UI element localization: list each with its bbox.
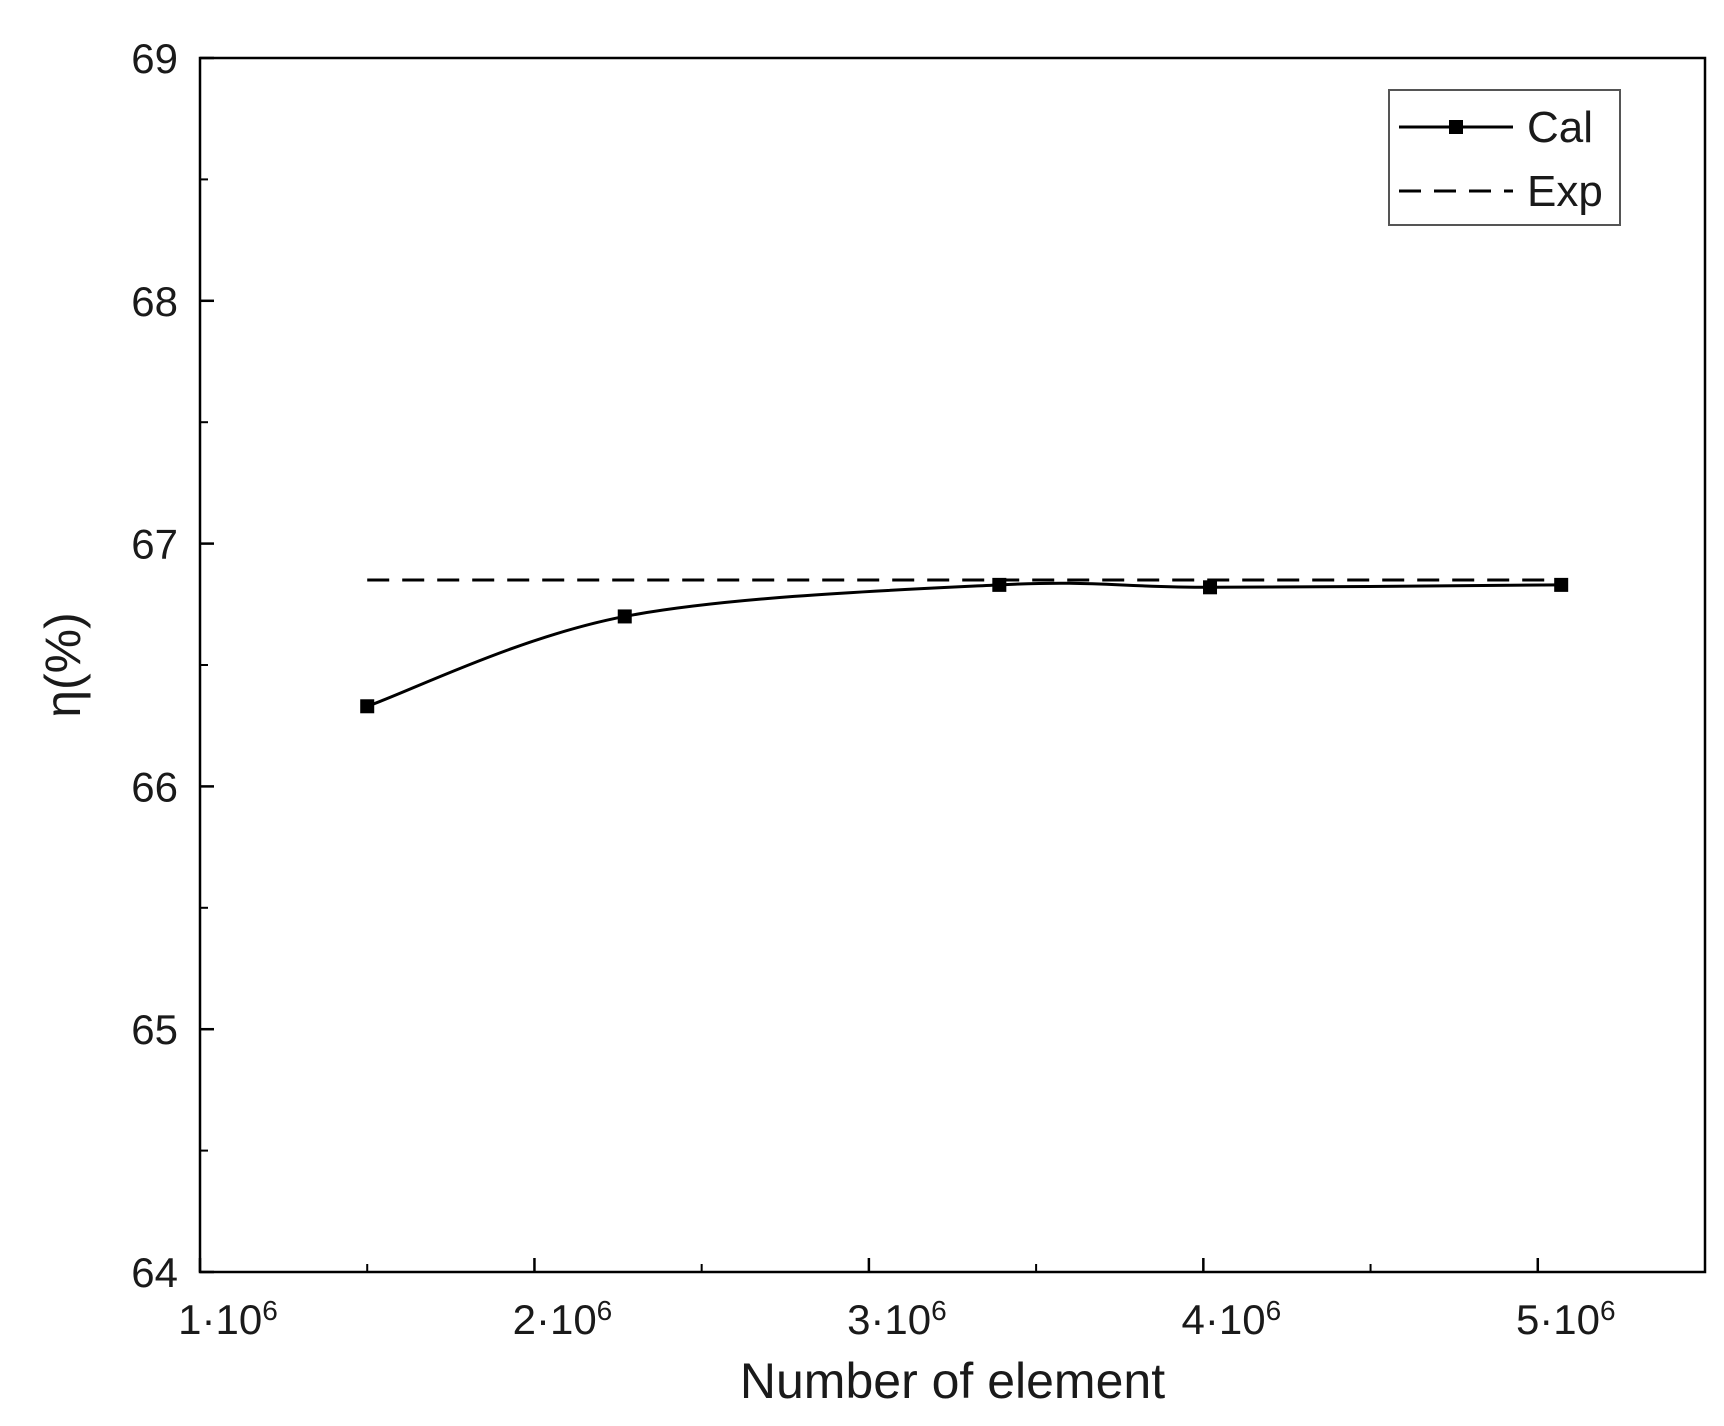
x-axis-title: Number of element — [740, 1353, 1165, 1409]
legend-marker-cal — [1449, 120, 1463, 134]
data-point-cal-4 — [1554, 577, 1569, 592]
data-point-cal-3 — [1203, 580, 1218, 595]
y-tick-label-1: 65 — [131, 1006, 178, 1053]
y-tick-label-2: 66 — [131, 763, 178, 810]
series-line-cal — [366, 581, 1562, 708]
x-tick-label-1: 2·106 — [513, 1295, 613, 1343]
y-tick-label-0: 64 — [131, 1249, 178, 1296]
data-point-cal-1 — [617, 609, 632, 624]
plot-area — [198, 56, 1707, 1274]
y-tick-label-5: 69 — [131, 35, 178, 82]
legend: Cal Exp — [1388, 89, 1621, 226]
x-tick-label-4: 5·106 — [1516, 1295, 1616, 1343]
x-tick-label-2: 3·106 — [847, 1295, 947, 1343]
y-tick-label-3: 67 — [131, 521, 178, 568]
y-axis-title: η(%) — [35, 612, 91, 718]
legend-label-cal: Cal — [1527, 103, 1593, 152]
x-tick-label-0: 1·106 — [178, 1295, 278, 1343]
y-tick-label-4: 68 — [131, 278, 178, 325]
legend-label-exp: Exp — [1527, 167, 1603, 216]
x-tick-label-3: 4·106 — [1182, 1295, 1282, 1343]
legend-box — [1388, 89, 1621, 226]
axes: 1·106 2·106 3·106 4·106 5·106 64 65 66 67 68 69 — [131, 35, 1615, 1343]
data-marks — [360, 577, 1569, 714]
plot-frame — [198, 56, 1707, 1274]
data-point-cal-0 — [360, 699, 375, 714]
